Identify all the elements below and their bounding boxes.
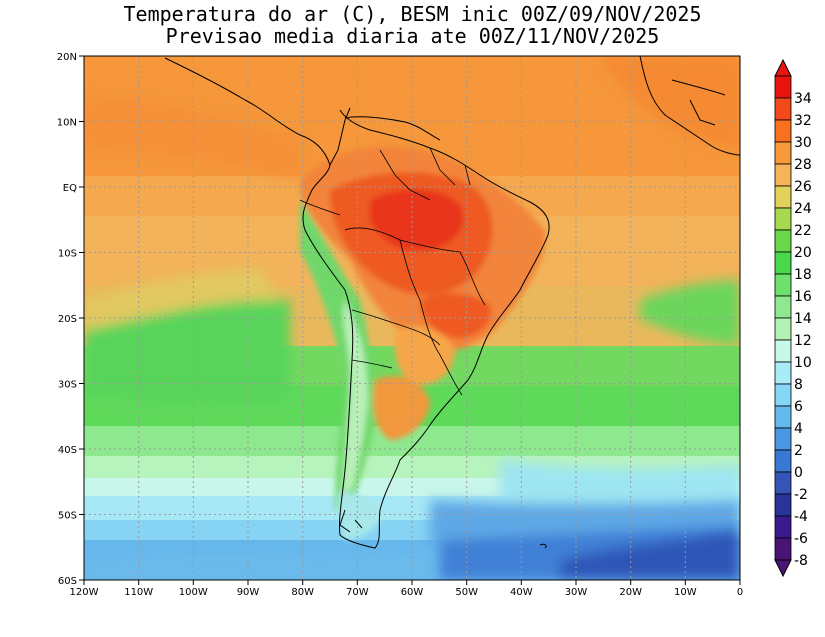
colorbar-swatch	[774, 317, 792, 341]
colorbar-level-label: 26	[794, 179, 812, 195]
colorbar-swatch	[774, 493, 792, 517]
colorbar-level-label: -2	[794, 487, 808, 503]
lat-label: 60S	[58, 576, 77, 587]
colorbar-level-label: 0	[794, 465, 803, 481]
colorbar-swatch	[774, 229, 792, 253]
colorbar-level-label: 4	[794, 421, 803, 437]
colorbar-bottom-arrow	[774, 559, 792, 578]
lat-label: 10N	[57, 118, 77, 129]
colorbar-level-label: 18	[794, 267, 812, 283]
latitude-labels: 20N 10N EQ 10S 20S 30S 40S 50S 60S	[57, 52, 77, 587]
grid-lines	[84, 56, 740, 580]
colorbar-swatch	[774, 361, 792, 385]
colorbar-level-label: -6	[794, 531, 808, 547]
lat-label: 50S	[58, 511, 77, 522]
colorbar-swatch	[774, 141, 792, 165]
colorbar-level-label: -4	[794, 509, 808, 525]
colorbar-swatch	[774, 185, 792, 209]
colorbar-swatch	[774, 405, 792, 429]
colorbar-swatch	[774, 273, 792, 297]
temperature-field	[84, 56, 740, 580]
lon-label: 120W	[70, 587, 99, 598]
lon-label: 80W	[291, 587, 314, 598]
colorbar-top-arrow	[774, 58, 792, 77]
colorbar-swatch	[774, 427, 792, 451]
lon-label: 0	[737, 587, 743, 598]
colorbar-level-label: 28	[794, 157, 812, 173]
lon-label: 100W	[179, 587, 208, 598]
colorbar-level-label: 24	[794, 201, 812, 217]
lon-label: 40W	[510, 587, 533, 598]
colorbar-swatch	[774, 449, 792, 473]
colorbar-swatch	[774, 119, 792, 143]
lon-label: 90W	[237, 587, 260, 598]
lat-label: 30S	[58, 380, 77, 391]
lon-label: 110W	[124, 587, 153, 598]
map-title-line1: Temperatura do ar (C), BESM inic 00Z/09/…	[123, 2, 702, 26]
colorbar-swatch	[774, 383, 792, 407]
longitude-labels: 120W 110W 100W 90W 80W 70W 60W 50W 40W 3…	[70, 587, 744, 598]
colorbar-swatch	[774, 339, 792, 363]
colorbar-swatch	[774, 207, 792, 231]
colorbar-swatch	[774, 251, 792, 275]
colorbar-swatch	[774, 97, 792, 121]
colorbar-level-label: 22	[794, 223, 812, 239]
lon-label: 60W	[401, 587, 424, 598]
colorbar-level-label: -8	[794, 553, 808, 569]
lon-label: 50W	[455, 587, 478, 598]
lon-label: 20W	[619, 587, 642, 598]
colorbar-swatch	[774, 515, 792, 539]
axis-ticks	[79, 55, 741, 585]
lon-label: 10W	[674, 587, 697, 598]
colorbar-level-label: 32	[794, 113, 812, 129]
map-title-line2: Previsao media diaria ate 00Z/11/NOV/202…	[165, 24, 660, 48]
colorbar-level-label: 34	[794, 91, 812, 107]
lat-label: 20N	[57, 52, 77, 63]
colorbar-level-label: 8	[794, 377, 803, 393]
colorbar-swatch	[774, 75, 792, 99]
colorbar-level-label: 12	[794, 333, 812, 349]
colorbar-swatch	[774, 295, 792, 319]
colorbar-level-label: 30	[794, 135, 812, 151]
lon-label: 70W	[346, 587, 369, 598]
colorbar-swatch	[774, 163, 792, 187]
lat-label: 20S	[58, 314, 77, 325]
colorbar-level-label: 6	[794, 399, 803, 415]
colorbar-level-label: 16	[794, 289, 812, 305]
colorbar-level-label: 2	[794, 443, 803, 459]
colorbar-swatch	[774, 537, 792, 561]
colorbar-level-label: 10	[794, 355, 812, 371]
lat-label: 40S	[58, 445, 77, 456]
colorbar-swatch	[774, 471, 792, 495]
colorbar-level-label: 14	[794, 311, 812, 327]
lat-label: 10S	[58, 249, 77, 260]
country-borders	[299, 147, 486, 396]
colorbar-level-label: 20	[794, 245, 812, 261]
lat-label: EQ	[63, 183, 77, 194]
coastlines	[164, 56, 740, 549]
lon-label: 30W	[565, 587, 588, 598]
